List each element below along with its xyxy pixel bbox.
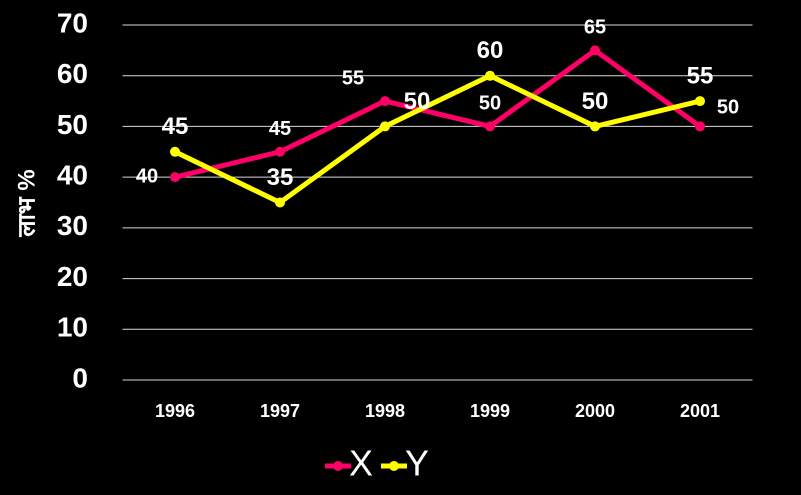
marker [695,96,705,107]
marker [695,121,705,132]
marker [485,121,495,132]
x-tick-label: 1997 [260,401,300,421]
series-line [173,73,701,205]
data-label: 40 [136,165,158,187]
x-tick-label: 1998 [365,401,405,421]
marker [590,121,600,132]
y-tick-label: 50 [57,109,88,140]
data-label: 50 [479,93,501,115]
data-label: 45 [162,113,189,140]
data-label: 60 [477,37,504,64]
marker [380,121,390,132]
legend-label: Y [405,443,429,484]
data-label: 50 [582,88,609,115]
y-axis-label: लाभ % [13,169,40,237]
marker [380,96,390,107]
y-tick-label: 70 [57,7,88,38]
data-label: 35 [267,164,294,191]
y-tick-label: 10 [57,312,88,343]
marker [170,146,180,157]
x-tick-label: 2001 [680,401,720,421]
y-tick-label: 0 [72,362,88,393]
series-line [174,47,702,180]
x-tick-label: 1999 [470,401,510,421]
y-tick-label: 60 [57,58,88,89]
data-label: 50 [404,88,431,115]
legend-label: X [349,443,373,484]
data-label: 45 [269,118,291,140]
x-tick-label: 2000 [575,401,615,421]
data-label: 65 [584,17,606,39]
data-label: 50 [717,97,739,119]
marker [485,70,495,81]
marker [170,172,180,183]
legend-marker [333,461,343,471]
y-tick-label: 40 [57,160,88,191]
marker [275,146,285,157]
x-tick-label: 1996 [155,401,195,421]
y-tick-label: 30 [57,210,88,241]
data-label: 55 [342,67,364,89]
data-label: 55 [687,62,714,89]
marker [275,197,285,208]
y-tick-label: 20 [57,261,88,292]
marker [590,45,600,56]
legend-marker [389,461,399,471]
